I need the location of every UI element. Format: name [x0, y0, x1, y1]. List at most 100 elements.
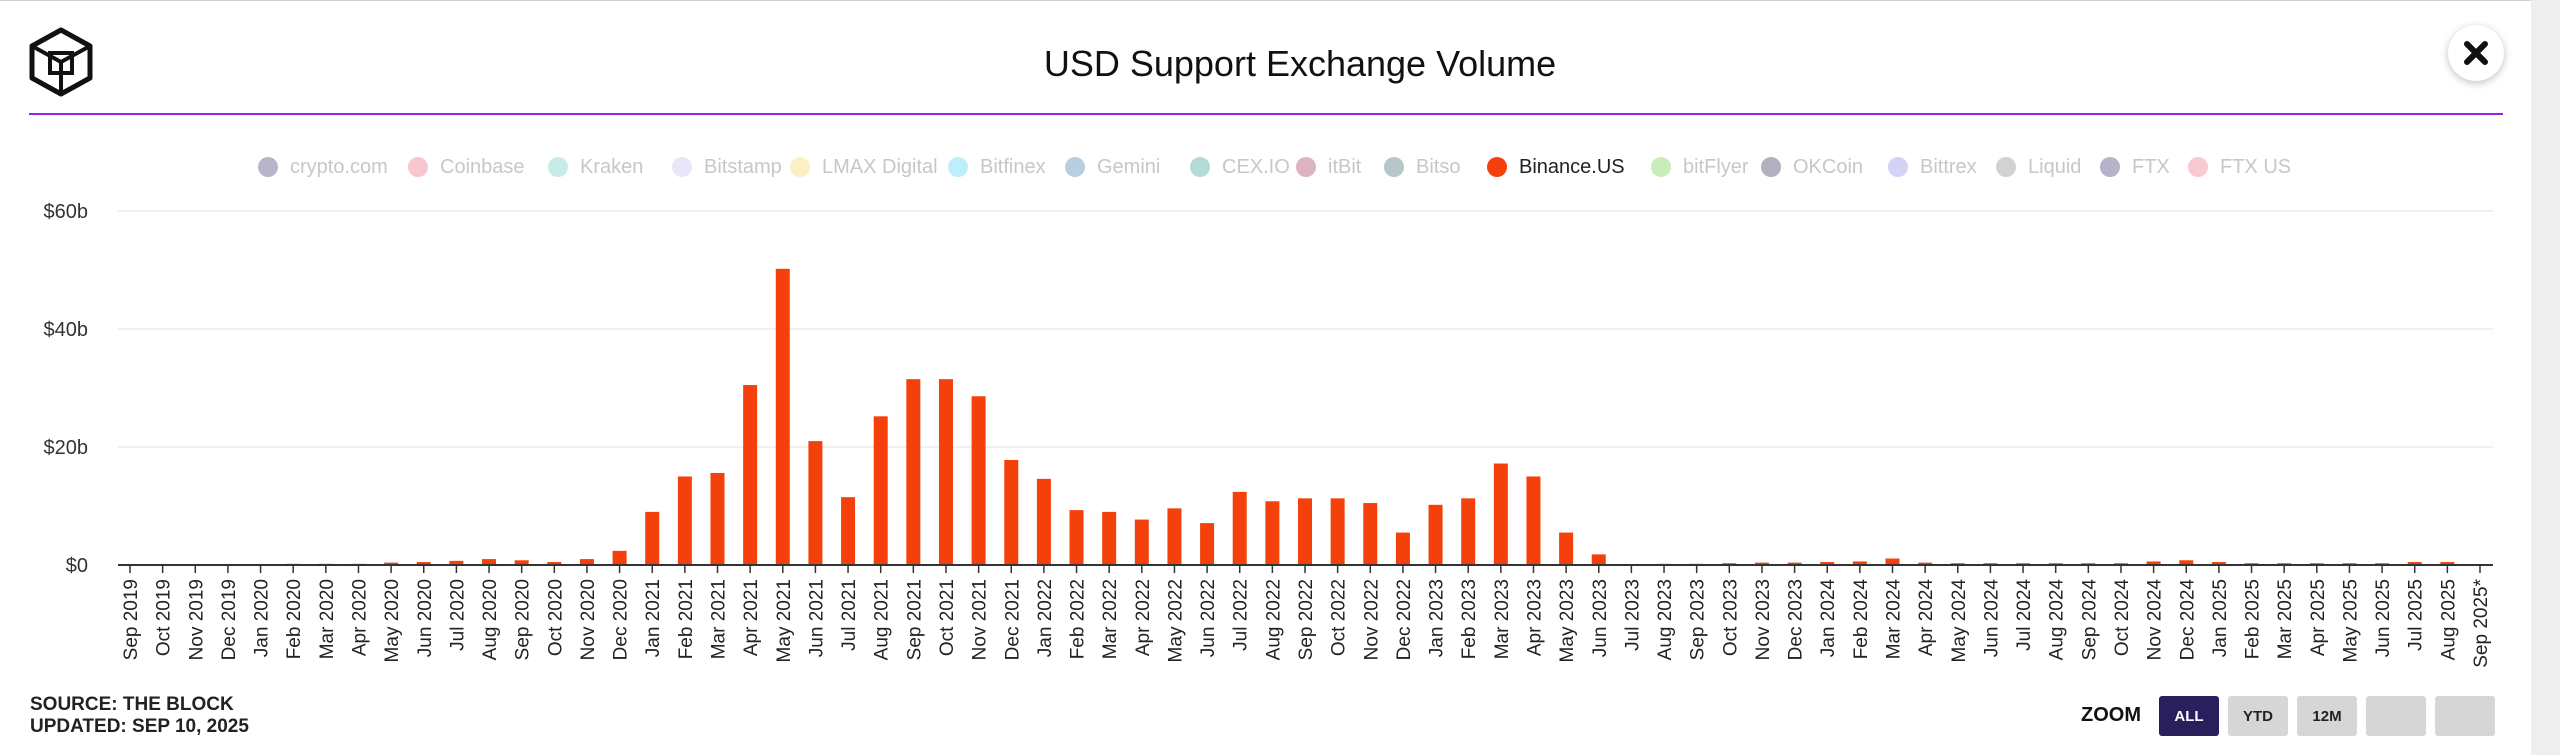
legend-item-itbit[interactable]: itBit: [1296, 153, 1361, 181]
x-tick-label: Feb 2025: [2243, 579, 2264, 659]
zoom-label: ZOOM: [2081, 704, 2141, 726]
bar: [1265, 501, 1280, 565]
bar: [808, 441, 823, 565]
x-tick-label: Dec 2019: [219, 579, 240, 660]
legend-label: Bitso: [1416, 155, 1461, 178]
x-tick-label: May 2023: [1557, 579, 1578, 662]
legend-item-bitso[interactable]: Bitso: [1384, 153, 1460, 181]
legend-swatch: [672, 157, 692, 177]
x-tick-label: Feb 2020: [284, 579, 305, 659]
zoom-extra-button-1[interactable]: [2366, 696, 2426, 736]
x-tick-label: Apr 2022: [1133, 579, 1154, 656]
legend-item-binance-us[interactable]: Binance.US: [1487, 153, 1625, 181]
bar: [1167, 508, 1182, 565]
bar: [938, 379, 953, 565]
x-tick-label: May 2020: [382, 579, 403, 662]
legend-label: crypto.com: [290, 155, 388, 178]
legend-swatch: [2188, 157, 2208, 177]
x-tick-label: Aug 2021: [872, 579, 893, 660]
scrollbar-track[interactable]: [2531, 0, 2560, 755]
bar: [1754, 562, 1769, 565]
legend-item-coinbase[interactable]: Coinbase: [408, 153, 525, 181]
bar: [1428, 504, 1443, 565]
zoom-12m-button[interactable]: 12M: [2297, 696, 2357, 736]
bar: [1493, 463, 1508, 565]
legend-item-cex-io[interactable]: CEX.IO: [1190, 153, 1290, 181]
bar: [482, 559, 497, 565]
close-icon: [2464, 41, 2488, 65]
x-tick-label: Mar 2021: [709, 579, 730, 659]
legend-item-crypto-com[interactable]: crypto.com: [258, 153, 388, 181]
x-tick-label: Oct 2024: [2112, 579, 2133, 657]
legend-item-ftx-us[interactable]: FTX US: [2188, 153, 2291, 181]
legend-swatch: [548, 157, 568, 177]
bar: [384, 562, 399, 565]
legend-item-bitfinex[interactable]: Bitfinex: [948, 153, 1046, 181]
x-tick-label: Dec 2022: [1394, 579, 1415, 660]
y-tick-label: $0: [66, 555, 88, 577]
title-divider: [29, 113, 2503, 115]
x-tick-label: Jan 2022: [1035, 579, 1056, 657]
legend-swatch: [408, 157, 428, 177]
close-button[interactable]: [2448, 25, 2504, 81]
legend-label: Bitstamp: [704, 155, 782, 178]
source-text: SOURCE: THE BLOCK: [30, 694, 234, 715]
bar: [1200, 523, 1215, 565]
bar: [1102, 511, 1117, 565]
legend-item-lmax-digital[interactable]: LMAX Digital: [790, 153, 938, 181]
legend-label: Liquid: [2028, 155, 2082, 178]
zoom-all-button[interactable]: ALL: [2159, 696, 2219, 736]
y-tick-label: $20b: [44, 437, 89, 459]
legend-label: bitFlyer: [1683, 155, 1749, 178]
x-tick-label: Aug 2022: [1263, 579, 1284, 660]
legend-swatch: [1888, 157, 1908, 177]
legend-label: LMAX Digital: [822, 155, 938, 178]
bar: [775, 268, 790, 565]
chart-title: USD Support Exchange Volume: [1043, 43, 1557, 84]
bar: [645, 511, 660, 565]
x-tick-label: Jul 2020: [447, 579, 468, 651]
legend-item-bitstamp[interactable]: Bitstamp: [672, 153, 782, 181]
bar: [612, 550, 627, 565]
x-tick-label: Jul 2021: [839, 579, 860, 651]
legend-item-ftx[interactable]: FTX: [2100, 153, 2170, 181]
bar: [1004, 459, 1019, 565]
x-tick-label: Aug 2025: [2438, 579, 2459, 660]
x-tick-label: May 2024: [1949, 579, 1970, 663]
bar: [1330, 498, 1345, 565]
bar: [514, 560, 529, 565]
bar: [1591, 554, 1606, 565]
x-tick-label: Dec 2024: [2177, 579, 2198, 661]
bar: [906, 379, 921, 565]
x-tick-label: Sep 2019: [121, 579, 142, 660]
x-tick-label: Dec 2020: [611, 579, 632, 660]
legend-label: Gemini: [1097, 155, 1161, 178]
bar: [1885, 558, 1900, 565]
y-tick-label: $60b: [44, 201, 89, 223]
legend-item-gemini[interactable]: Gemini: [1065, 153, 1160, 181]
bar: [743, 385, 758, 565]
bar: [1363, 503, 1378, 565]
legend-swatch: [2100, 157, 2120, 177]
bar: [2407, 562, 2422, 565]
zoom-ytd-button[interactable]: YTD: [2228, 696, 2288, 736]
x-tick-label: Nov 2024: [2145, 579, 2166, 661]
x-tick-label: Nov 2021: [970, 579, 991, 660]
legend-swatch: [1761, 157, 1781, 177]
bar: [677, 476, 692, 565]
x-tick-label: Aug 2023: [1655, 579, 1676, 660]
legend-item-kraken[interactable]: Kraken: [548, 153, 643, 181]
legend-swatch: [1384, 157, 1404, 177]
zoom-extra-button-2[interactable]: [2435, 696, 2495, 736]
legend-item-bitflyer[interactable]: bitFlyer: [1651, 153, 1749, 181]
x-tick-label: Mar 2020: [317, 579, 338, 659]
legend-item-bittrex[interactable]: Bittrex: [1888, 153, 1977, 181]
x-tick-label: Oct 2021: [937, 579, 958, 656]
legend-item-liquid[interactable]: Liquid: [1996, 153, 2081, 181]
x-tick-label: Apr 2020: [349, 579, 370, 656]
bar: [710, 472, 725, 565]
bar: [1134, 519, 1149, 565]
legend-item-okcoin[interactable]: OKCoin: [1761, 153, 1863, 181]
bar: [971, 396, 986, 565]
x-tick-label: Feb 2022: [1068, 579, 1089, 659]
